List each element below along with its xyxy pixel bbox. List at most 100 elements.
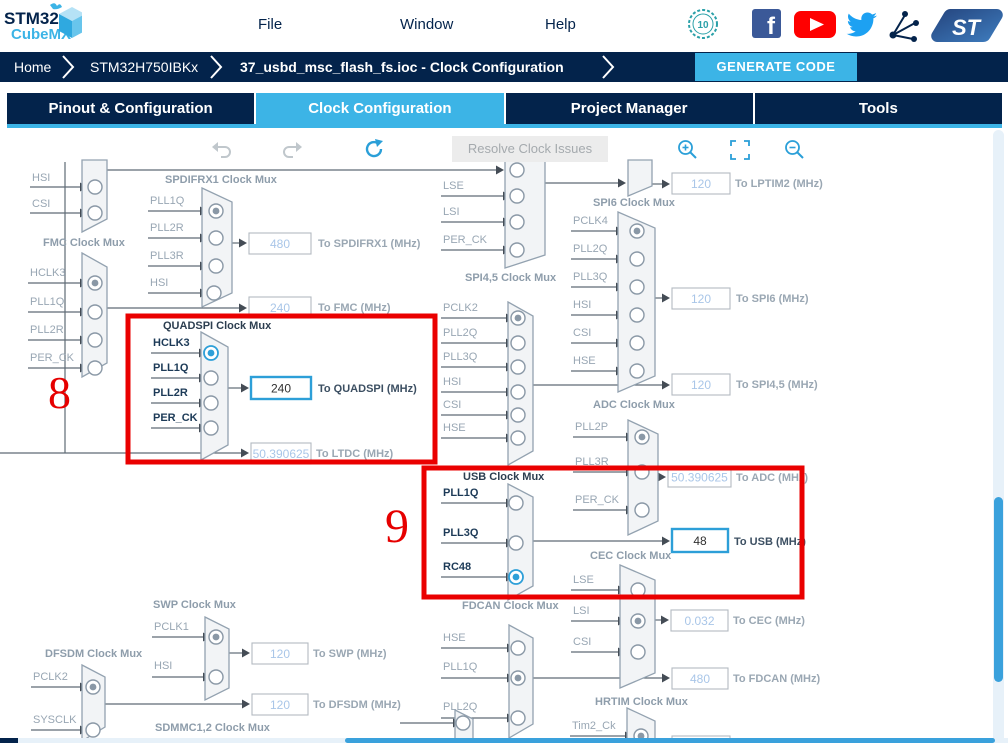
zoom-out-icon[interactable]	[784, 139, 805, 160]
radio-spi6-HSE[interactable]	[629, 363, 645, 379]
radio-spi6-PLL3Q[interactable]	[629, 279, 645, 295]
value-box-spdifrx1[interactable]	[248, 232, 312, 255]
mux-title-spi45: SPI4,5 Clock Mux	[465, 272, 557, 284]
output-usb: 48 To USB (MHz)	[533, 527, 806, 554]
value-cec: 0.032	[684, 614, 714, 628]
cube-icon	[50, 3, 82, 38]
radio-spi45-PLL2Q[interactable]	[510, 335, 526, 351]
twitter-icon[interactable]	[843, 10, 879, 40]
input-label-quadspi-PLL2R: PLL2R	[153, 387, 188, 399]
undo-icon[interactable]	[211, 140, 233, 158]
mux-title-quadspi: QUADSPI Clock Mux	[163, 320, 272, 332]
radio-fdcan-HSE[interactable]	[510, 640, 526, 656]
ten-years-badge-icon[interactable]: 10	[686, 7, 720, 41]
redo-icon[interactable]	[281, 140, 303, 158]
tab-clock-configuration[interactable]: Clock Configuration	[256, 93, 504, 124]
value-box-swp[interactable]	[251, 642, 309, 665]
radio-spi6-CSI[interactable]	[629, 335, 645, 351]
radio-fmc-PLL1Q[interactable]	[87, 304, 103, 320]
radio-spi45-PLL3Q[interactable]	[510, 359, 526, 375]
value-box-lptim2[interactable]	[671, 172, 731, 195]
output-label-fdcan: To FDCAN (MHz)	[733, 673, 820, 685]
value-box-cec[interactable]	[670, 609, 729, 632]
radio-spi45-CSI[interactable]	[510, 407, 526, 423]
refresh-icon[interactable]	[362, 137, 386, 161]
mux-title-hrtim: HRTIM Clock Mux	[595, 696, 689, 708]
value-box-spi45[interactable]	[671, 373, 731, 396]
radio-spi6-PLL2Q[interactable]	[629, 251, 645, 267]
radio-swp-HSI[interactable]	[208, 669, 224, 685]
radio-lptim2-PER_CK[interactable]	[509, 242, 525, 258]
tab-tools[interactable]: Tools	[754, 93, 1002, 124]
network-icon[interactable]	[884, 8, 920, 44]
radio-fmc-PER_CK[interactable]	[87, 360, 103, 376]
radio-adc-PER_CK[interactable]	[634, 502, 650, 518]
value-box-usb[interactable]	[670, 527, 730, 554]
arrowhead	[662, 380, 670, 390]
radio-fmc-PLL2R[interactable]	[87, 332, 103, 348]
generate-code-button[interactable]: GENERATE CODE	[695, 53, 857, 81]
facebook-icon[interactable]: f	[752, 9, 781, 38]
tab-pinout-configuration[interactable]: Pinout & Configuration	[7, 93, 255, 124]
radio-dfsdm-SYSCLK[interactable]	[85, 722, 101, 738]
tab-project-manager[interactable]: Project Manager	[505, 93, 753, 124]
arrowhead	[658, 472, 666, 482]
mux-fmc: FMC Clock Mux HCLK3 PLL1Q PLL2R PER_CK	[28, 237, 126, 379]
output-fmc: 240 To FMC (MHz)	[107, 296, 391, 319]
input-label-fmc-PLL1Q: PLL1Q	[30, 296, 65, 308]
radio-lptim2-in[interactable]	[509, 162, 525, 178]
arrowhead	[241, 383, 249, 393]
radio-usb-PLL1Q[interactable]	[508, 495, 524, 511]
radio-quadspi-PLL1Q[interactable]	[203, 370, 219, 386]
vertical-scrollbar-thumb[interactable]	[994, 497, 1003, 682]
arrowhead	[241, 448, 249, 458]
input-label-adc-PLL2P: PLL2P	[575, 421, 608, 433]
value-spi6: 120	[691, 292, 711, 306]
input-label-spdifrx1-HSI: HSI	[150, 277, 168, 289]
arrowhead	[618, 178, 626, 188]
value-box-quadspi[interactable]	[249, 375, 313, 401]
menu-file[interactable]: File	[258, 16, 283, 33]
radio-quadspi-PLL2R[interactable]	[203, 395, 219, 411]
radio-lptim2-LSE[interactable]	[509, 188, 525, 204]
radio-fdcan-PLL2Q[interactable]	[510, 710, 526, 726]
horizontal-scrollbar-thumb[interactable]	[345, 738, 995, 743]
radio-hsi-csi-HSI[interactable]	[87, 179, 103, 195]
radio-lptim2-LSI[interactable]	[509, 214, 525, 230]
radio-spdifrx1-HSI[interactable]	[206, 285, 222, 301]
menu-help[interactable]: Help	[545, 16, 576, 33]
breadcrumb-mcu[interactable]: STM32H750IBKx	[90, 59, 199, 75]
radio-usb-PLL3Q[interactable]	[508, 535, 524, 551]
output-adc: 50.390625 To ADC (MHz)	[658, 466, 808, 488]
chevron-icon	[62, 55, 75, 79]
annotation-number-9: 9	[385, 500, 409, 553]
radio-spdifrx1-PLL3R[interactable]	[208, 258, 224, 274]
zoom-in-icon[interactable]	[677, 139, 698, 160]
radio-cec-CSI[interactable]	[630, 644, 646, 660]
vertical-scrollbar-track[interactable]	[993, 130, 1004, 743]
value-box-dfsdm[interactable]	[251, 693, 309, 716]
input-label-cec-LSE: LSE	[573, 574, 594, 586]
youtube-icon[interactable]	[794, 11, 836, 38]
radio-spi45-HSI[interactable]	[510, 384, 526, 400]
value-box-fdcan[interactable]	[671, 667, 729, 690]
radio-quadspi-PER_CK[interactable]	[203, 420, 219, 436]
menu-window[interactable]: Window	[400, 16, 454, 33]
input-label-cec-CSI: CSI	[573, 636, 591, 648]
mux-fdcan: FDCAN Clock Mux HSE PLL1Q PLL2Q	[441, 600, 559, 740]
radio-spdifrx1-PLL2R[interactable]	[208, 230, 224, 246]
radio-hsi-csi-CSI[interactable]	[87, 205, 103, 221]
chevron-icon	[602, 55, 615, 79]
st-logo-icon[interactable]: ST	[926, 6, 1006, 46]
radio-spi45-HSE[interactable]	[510, 430, 526, 446]
fit-screen-icon[interactable]	[730, 140, 750, 160]
breadcrumb-home[interactable]: Home	[14, 59, 52, 75]
radio-spi6-HSI[interactable]	[629, 307, 645, 323]
radio-sdmmc-in[interactable]	[455, 715, 471, 731]
value-usb: 48	[693, 534, 707, 548]
input-label-spdifrx1-PLL3R: PLL3R	[150, 250, 184, 262]
resolve-clock-issues-button[interactable]: Resolve Clock Issues	[452, 136, 608, 162]
output-swp: 120 To SWP (MHz)	[229, 642, 387, 665]
arrowhead	[662, 179, 670, 189]
value-box-spi6[interactable]	[671, 287, 731, 310]
